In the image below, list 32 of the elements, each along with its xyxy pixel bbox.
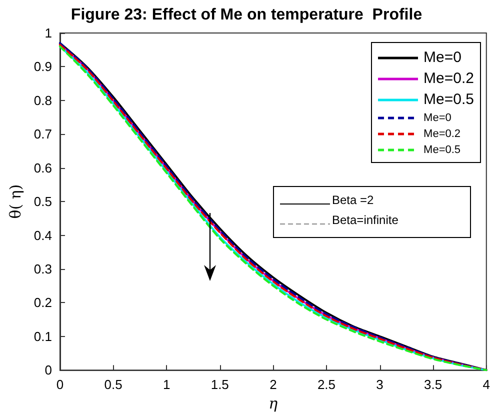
x-tick-label: 2.5: [317, 377, 336, 392]
key-box: Beta =2 Beta=infinite: [273, 186, 471, 238]
y-tick-label: 0.6: [34, 160, 52, 176]
chart-title: Figure 23: Effect of Me on temperature Profile: [70, 6, 422, 24]
y-tick-label: 0.9: [34, 59, 52, 74]
x-tick-label: 4: [482, 377, 490, 392]
legend-label: Me=0.2: [424, 128, 461, 140]
y-tick-label: 0.1: [34, 328, 52, 344]
legend-label: Me=0.2: [424, 70, 474, 87]
y-tick-label: 0.3: [34, 261, 52, 276]
x-tick-label: 3.5: [424, 377, 442, 392]
y-tick-label: 0.7: [34, 126, 52, 142]
y-axis-title: θ( η): [6, 184, 24, 219]
legend-label: Me=0: [424, 49, 462, 66]
annotation: Beta=infinite: [332, 213, 398, 227]
y-tick-label: 1: [44, 26, 52, 40]
legend-label: Me=0: [424, 112, 452, 124]
y-tick-label: 0: [44, 362, 52, 378]
y-tick-label: 0.5: [34, 194, 52, 210]
legend-label: Me=0.5: [424, 144, 461, 156]
x-tick-label: 3: [376, 377, 384, 392]
x-tick-label: 1.5: [210, 377, 229, 392]
x-tick-label: 0: [56, 377, 64, 392]
y-tick-label: 0.4: [34, 228, 52, 243]
legend-label: Me=0.5: [424, 91, 474, 108]
x-tick-label: 0.5: [104, 377, 122, 392]
x-axis-title: η: [268, 394, 278, 412]
annotation: Beta =2: [332, 193, 374, 207]
x-tick-label: 1: [162, 377, 170, 392]
y-tick-label: 0.8: [34, 92, 52, 108]
y-tick-label: 0.2: [34, 295, 52, 310]
x-tick-label: 2: [270, 377, 277, 392]
